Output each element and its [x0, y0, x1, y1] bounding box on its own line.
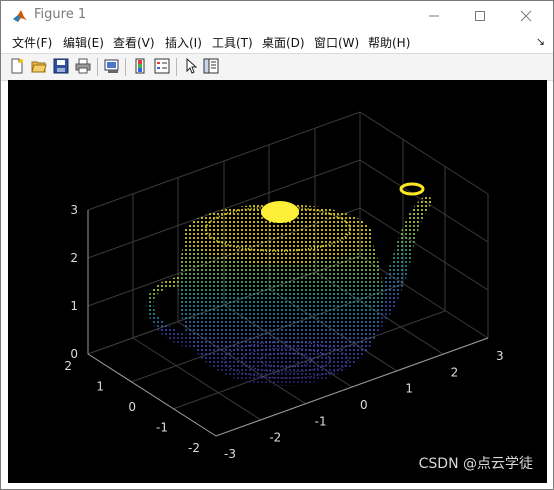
teapot-rim: [184, 204, 372, 264]
maximize-icon: [475, 11, 485, 21]
teapot-3d-plot[interactable]: 0 1 2 3 -2 -1 0 1 2 -3 -2 -1 0 1 2 3: [8, 80, 547, 483]
link-plot-icon: [104, 59, 119, 73]
teapot-lid-knob: [261, 201, 299, 223]
teapot-body: [178, 224, 383, 386]
z-tick-label: 2: [70, 251, 78, 265]
close-icon: [520, 10, 532, 22]
x-tick-label: 0: [360, 398, 368, 412]
close-button[interactable]: [503, 1, 549, 31]
teapot-handle: [146, 276, 208, 349]
menu-desktop[interactable]: 桌面(D): [262, 36, 305, 50]
menu-view[interactable]: 查看(V): [113, 36, 155, 50]
insert-colorbar-icon: [135, 58, 145, 74]
insert-legend-button[interactable]: [152, 56, 172, 76]
menu-tools[interactable]: 工具(T): [212, 36, 253, 50]
x-tick-label: -1: [315, 414, 327, 428]
z-tick-label: 0: [70, 347, 78, 361]
open-file-icon: [31, 61, 47, 73]
toolbar-separator: [125, 58, 126, 76]
property-inspector-icon: [203, 58, 219, 74]
dock-arrow-icon[interactable]: ↘: [535, 35, 545, 48]
menu-insert[interactable]: 插入(I): [165, 36, 202, 50]
z-tick-label: 1: [70, 299, 78, 313]
maximize-button[interactable]: [457, 1, 503, 31]
new-figure-icon: [11, 58, 23, 74]
menu-help[interactable]: 帮助(H): [368, 36, 411, 50]
y-tick-label: 0: [128, 400, 136, 414]
save-icon: [53, 58, 69, 74]
z-tick-label: 3: [70, 203, 78, 217]
title-bar[interactable]: Figure 1: [1, 1, 553, 31]
menu-file[interactable]: 文件(F): [12, 36, 53, 50]
y-tick-label: -2: [188, 441, 200, 455]
insert-legend-icon: [154, 58, 170, 74]
minimize-button[interactable]: [411, 1, 457, 31]
insert-colorbar-button[interactable]: [130, 56, 150, 76]
y-tick-label: 2: [64, 359, 72, 373]
new-figure-button[interactable]: [7, 56, 27, 76]
window-title: Figure 1: [34, 7, 87, 22]
axis-tick-labels: 0 1 2 3 -2 -1 0 1 2 -3 -2 -1 0 1 2 3: [64, 203, 503, 461]
teapot-spout-tip: [399, 182, 425, 196]
x-tick-label: -3: [224, 447, 236, 461]
minimize-icon: [429, 15, 439, 17]
toolbar-separator: [97, 58, 98, 76]
edit-plot-arrow-icon: [186, 58, 198, 74]
x-tick-label: 2: [451, 365, 459, 379]
menu-window[interactable]: 窗口(W): [314, 36, 360, 50]
teapot-bottom-rings: [223, 341, 349, 379]
property-inspector-button[interactable]: [201, 56, 221, 76]
link-plot-button[interactable]: [102, 56, 122, 76]
axes-box-ticks: [87, 210, 489, 437]
y-tick-label: -1: [156, 421, 168, 435]
open-file-button[interactable]: [29, 56, 49, 76]
edit-plot-button[interactable]: [181, 56, 201, 76]
toolbar-separator: [176, 58, 177, 76]
menu-edit[interactable]: 编辑(E): [63, 36, 104, 50]
menu-bar: 文件(F) 编辑(E) 查看(V) 插入(I) 工具(T) 桌面(D) 窗口(W…: [1, 31, 553, 53]
watermark: CSDN @点云学徒: [418, 456, 533, 472]
print-icon: [75, 58, 91, 74]
x-tick-label: -2: [269, 431, 281, 445]
matlab-logo-icon: [12, 8, 28, 24]
plot-canvas[interactable]: 0 1 2 3 -2 -1 0 1 2 -3 -2 -1 0 1 2 3 CSDN @点云学徒: [8, 80, 547, 483]
x-tick-label: 1: [405, 382, 413, 396]
save-button[interactable]: [51, 56, 71, 76]
teapot-point-cloud: [146, 194, 433, 386]
print-button[interactable]: [73, 56, 93, 76]
figure-toolbar: [1, 53, 553, 81]
x-tick-label: 3: [496, 349, 504, 363]
y-tick-label: 1: [96, 380, 104, 394]
